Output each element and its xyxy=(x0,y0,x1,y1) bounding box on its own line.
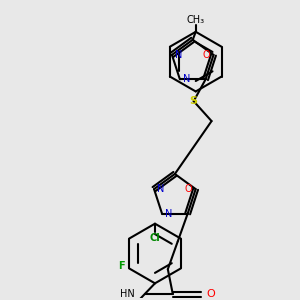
Text: N: N xyxy=(157,184,165,194)
Text: CH₃: CH₃ xyxy=(187,15,205,25)
Text: N: N xyxy=(183,74,190,84)
Text: O: O xyxy=(185,184,193,194)
Text: F: F xyxy=(118,261,124,272)
Text: Cl: Cl xyxy=(150,232,160,243)
Text: HN: HN xyxy=(120,289,135,299)
Text: O: O xyxy=(203,50,210,60)
Text: N: N xyxy=(165,208,172,218)
Text: N: N xyxy=(175,50,183,60)
Text: S: S xyxy=(190,96,198,106)
Text: O: O xyxy=(206,289,215,299)
